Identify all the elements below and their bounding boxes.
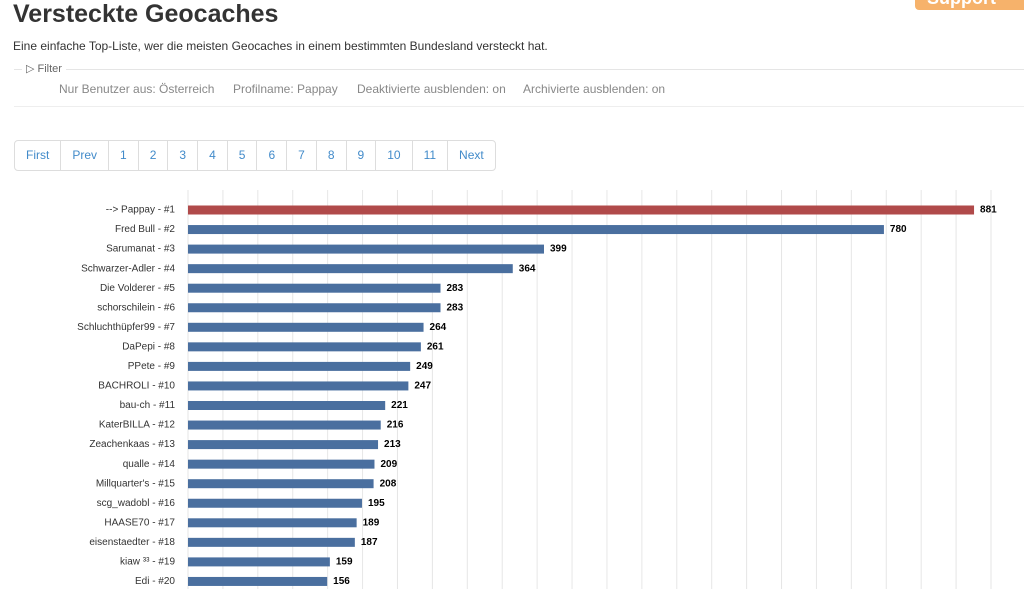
- page-button[interactable]: 7: [286, 141, 316, 170]
- page-button[interactable]: 6: [256, 141, 286, 170]
- value-label: 216: [387, 420, 404, 431]
- bar: [188, 303, 441, 313]
- value-label: 249: [416, 361, 433, 372]
- chart: --> Pappay - #1 881 Fred Bull - #2 780 Sarum…: [77, 190, 997, 589]
- bar: [188, 420, 381, 430]
- bar: [188, 576, 328, 586]
- bar: [188, 518, 357, 528]
- page-button[interactable]: First: [26, 148, 50, 162]
- category-label: Schluchthüpfer99 - #7: [77, 322, 175, 333]
- page-title: Versteckte Geocaches: [13, 0, 279, 28]
- support-button[interactable]: Support: [915, 0, 1024, 10]
- category-label: scg_wadobl - #16: [97, 498, 176, 509]
- bar: [188, 459, 375, 469]
- bar: [188, 322, 424, 332]
- category-label: HAASE70 - #17: [104, 517, 175, 528]
- value-label: 261: [427, 341, 444, 352]
- bar: [188, 479, 374, 489]
- category-label: kiaw ³³ - #19: [120, 557, 175, 568]
- value-label: 283: [446, 283, 463, 294]
- page-button[interactable]: 1: [108, 141, 138, 170]
- value-label: 364: [519, 263, 536, 274]
- bar: [188, 225, 884, 235]
- bar: [188, 440, 379, 450]
- category-label: Edi - #20: [135, 576, 175, 587]
- page-button[interactable]: 11: [411, 141, 447, 170]
- filter-border: [14, 69, 1024, 70]
- subtitle: Eine einfache Top-Liste, wer die meisten…: [13, 39, 548, 53]
- value-label: 187: [361, 537, 378, 548]
- bar: [188, 537, 355, 547]
- value-label: 399: [550, 244, 567, 255]
- page-button[interactable]: 2: [137, 141, 168, 170]
- category-label: bau-ch - #11: [120, 400, 176, 411]
- value-label: 283: [446, 302, 463, 313]
- value-label: 221: [391, 400, 408, 411]
- bar: [188, 557, 330, 567]
- bar: [188, 264, 513, 274]
- value-label: 189: [363, 517, 380, 528]
- filter-item: Archivierte ausblenden: on: [523, 82, 666, 96]
- bar: [188, 498, 362, 508]
- value-label: 156: [333, 576, 350, 587]
- filter-item: Deaktivierte ausblenden: on: [357, 82, 506, 96]
- category-label: --> Pappay - #1: [106, 205, 176, 216]
- page-button[interactable]: 10: [375, 141, 411, 170]
- page-button[interactable]: 4: [197, 141, 227, 170]
- bar: [188, 205, 975, 215]
- filter-legend[interactable]: ▷ Filter: [22, 62, 66, 75]
- bar: [188, 244, 544, 254]
- category-label: BACHROLI - #10: [98, 381, 175, 392]
- value-label: 195: [368, 498, 385, 509]
- category-label: schorschilein - #6: [97, 302, 175, 313]
- filter-item: Nur Benutzer aus: Österreich: [59, 82, 215, 96]
- value-label: 247: [414, 381, 431, 392]
- category-label: Sarumanat - #3: [106, 244, 175, 255]
- category-label: qualle - #14: [123, 459, 176, 470]
- value-label: 881: [980, 205, 997, 216]
- category-label: Zeachenkaas - #13: [89, 439, 175, 450]
- filter-item: Profilname: Pappay: [233, 82, 338, 96]
- category-label: eisenstaedter - #18: [89, 537, 175, 548]
- page-button[interactable]: 5: [226, 141, 257, 170]
- category-label: PPete - #9: [128, 361, 176, 372]
- category-label: Schwarzer-Adler - #4: [81, 263, 175, 274]
- category-label: Fred Bull - #2: [115, 224, 175, 235]
- bar: [188, 361, 411, 371]
- bar: [188, 283, 441, 293]
- value-label: 264: [430, 322, 447, 333]
- pagination: First Prev 1 2 3 4 5 6 7 8 9 10 11 Next: [14, 140, 496, 171]
- page-button[interactable]: Next: [447, 141, 495, 170]
- bar: [188, 342, 421, 352]
- category-label: KaterBILLA - #12: [99, 420, 176, 431]
- value-label: 209: [380, 459, 397, 470]
- value-label: 208: [380, 478, 397, 489]
- page-button[interactable]: 9: [345, 141, 376, 170]
- value-label: 213: [384, 439, 401, 450]
- page-button[interactable]: 8: [315, 141, 346, 170]
- bar: [188, 381, 409, 391]
- page-button[interactable]: Prev: [60, 141, 108, 170]
- value-label: 780: [890, 224, 907, 235]
- filter-bottom: [14, 106, 1024, 107]
- category-label: Millquarter's - #15: [96, 478, 176, 489]
- page-button[interactable]: 3: [167, 141, 197, 170]
- bar: [188, 401, 386, 410]
- category-label: Die Volderer - #5: [100, 283, 175, 294]
- value-label: 159: [336, 557, 353, 568]
- filter-label: Filter: [37, 63, 62, 75]
- category-label: DaPepi - #8: [122, 341, 175, 352]
